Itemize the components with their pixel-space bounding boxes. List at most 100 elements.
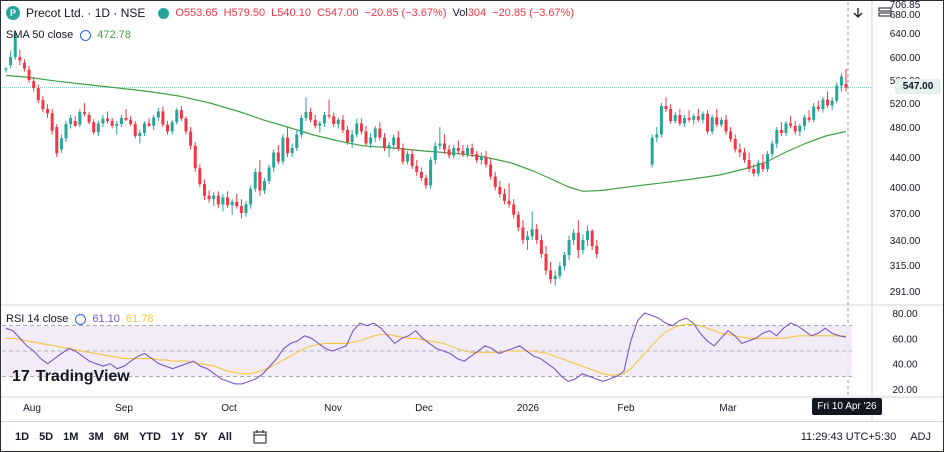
rsi-label: RSI 14 close [6,313,69,325]
timeframe-1y[interactable]: 1Y [170,430,185,443]
symbol-badge: P [6,6,20,20]
candle-body [299,118,303,135]
sma-label: SMA 50 close [6,29,74,41]
time-tick-label: Mar [719,403,737,414]
candle-body [678,115,682,124]
candle-body [327,115,331,117]
candle-body [4,68,8,70]
time-tick-label: Oct [221,403,237,414]
eye-icon[interactable] [80,29,92,41]
candle-body [590,231,594,246]
candle-body [124,118,128,120]
candle-body [332,116,336,124]
candle-body [392,137,396,145]
candle-body [355,123,359,135]
candle-body [193,145,197,169]
candle-body [313,119,317,126]
candle-body [664,106,668,109]
candle-body [539,240,543,254]
candle-body [101,118,105,124]
candle-body [470,148,474,154]
candle-body [586,231,590,240]
candle-body [96,123,100,133]
candle-body [779,130,783,133]
rsi-line [5,312,847,385]
candle-body [138,133,142,136]
candle-body [272,152,276,168]
timeframe-all[interactable]: All [217,430,232,443]
candle-body [530,229,534,237]
price-tick-label: 370.00 [890,209,921,220]
candle-body [798,125,802,132]
price-tick-label: 291.00 [890,287,921,298]
candle-body [267,167,271,181]
candle-body [669,109,673,121]
candle-body [262,181,266,191]
timeframe-5y[interactable]: 5Y [194,430,208,443]
time-tick-label: Dec [415,403,433,414]
rsi-legend[interactable]: RSI 14 close 61.10 61.78 [6,313,153,325]
candle-body [479,157,483,160]
clock-timezone[interactable]: 11:29:43 UTC+5:30 [800,431,897,443]
candle-body [493,176,497,187]
candle-body [447,149,451,156]
rsi-value: 61.10 [92,313,120,325]
sma-legend[interactable]: SMA 50 close 472.78 [6,29,131,41]
timeframe-6m[interactable]: 6M [113,430,129,443]
candle-body [466,148,470,154]
candle-body [456,148,460,151]
timeframe-1m[interactable]: 1M [63,430,79,443]
candle-body [549,270,553,280]
timeframe-5d[interactable]: 5D [39,430,54,443]
candle-body [673,115,677,121]
candle-body [244,204,248,213]
candle-body [401,148,405,162]
candle-body [318,123,322,126]
candle-body [82,112,86,114]
candle-body [576,232,580,250]
candle-body [775,130,779,144]
candle-body [535,229,539,240]
candle-body [692,116,696,120]
eye-icon[interactable] [75,313,87,325]
timeframe-3m[interactable]: 3M [88,430,104,443]
candle-body [719,119,723,125]
candle-body [249,188,253,205]
candle-body [835,85,839,101]
candle-body [286,137,290,154]
arrow-down-icon[interactable] [852,7,864,19]
candle-body [475,154,479,160]
candle-body [110,121,114,126]
bottom-right-tools: 11:29:43 UTC+5:30 ADJ [801,422,931,452]
candle-body [406,154,410,162]
price-tick-label: 600.00 [890,53,921,64]
candle-body [429,160,433,186]
candle-body [438,143,442,146]
adj-toggle[interactable]: ADJ [910,431,931,443]
symbol-title[interactable]: Precot Ltd. · 1D · NSE [26,6,146,20]
candle-body [419,172,423,178]
candle-body [701,113,705,120]
candle-body [650,137,654,165]
candle-body [304,112,308,118]
logo-text: TradingView [35,368,130,385]
timeframe-ytd[interactable]: YTD [138,430,161,443]
candle-body [189,131,193,146]
candle-body [32,81,36,89]
candle-body [253,172,257,189]
candle-body [567,240,571,255]
candle-body [147,123,151,126]
candle-body [512,204,516,215]
calendar-range-icon[interactable] [252,429,268,445]
candle-body [212,195,216,200]
candle-body [373,128,377,138]
layers-icon[interactable] [878,6,892,20]
candle-body [378,128,382,138]
time-tick-label: Nov [324,403,342,414]
candle-body [202,184,206,196]
candle-body [133,124,137,136]
low-value: L540.10 [271,7,311,19]
timeframe-1d[interactable]: 1D [15,430,30,443]
candle-body [106,118,110,121]
